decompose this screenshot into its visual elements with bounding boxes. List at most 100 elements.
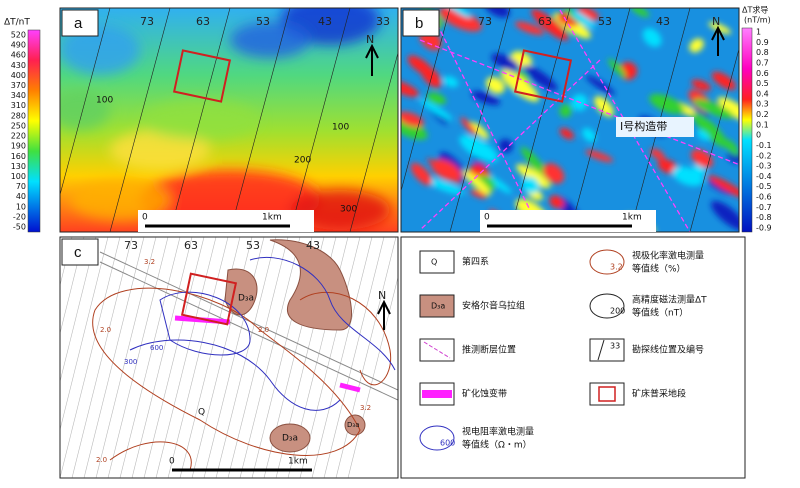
anomaly xyxy=(470,121,489,140)
anomaly xyxy=(401,80,419,97)
colorbar-tick-label: 370 xyxy=(11,81,26,90)
legend-symbol xyxy=(423,341,451,359)
frame xyxy=(59,236,399,479)
legend-symbol-text: D₃a xyxy=(431,302,445,311)
colorbar-tick-label: 190 xyxy=(11,142,26,151)
resistivity-contour xyxy=(159,291,251,356)
colorbar-unit: (nT/m) xyxy=(744,16,771,25)
colorbar-tick-label: 40 xyxy=(16,192,26,201)
colorbar-tick-label: 310 xyxy=(11,101,26,110)
survey-line-label: 63 xyxy=(184,239,198,252)
resistivity-contour xyxy=(129,256,396,411)
anomaly xyxy=(516,164,551,189)
anomaly xyxy=(290,190,390,230)
anomaly xyxy=(443,76,459,88)
colorbar-tick-label: 0.1 xyxy=(756,120,769,129)
legend-symbol-text: 600 xyxy=(440,439,455,448)
formation-outcrop xyxy=(269,239,353,331)
colorbar-tick-label: 490 xyxy=(11,41,26,50)
anomaly xyxy=(689,38,704,53)
survey-line-label: 63 xyxy=(196,15,210,28)
survey-line xyxy=(311,237,373,478)
anomaly xyxy=(531,9,569,41)
north-label: N xyxy=(712,15,720,28)
contour-label: 200 xyxy=(294,156,311,166)
colorbar-tick-label: 0.6 xyxy=(756,69,769,78)
anomaly xyxy=(60,90,110,130)
survey-line xyxy=(349,51,398,232)
colorbar-tick-label: -0.2 xyxy=(756,151,772,160)
quaternary-label: Q xyxy=(198,408,205,418)
survey-line-label: 73 xyxy=(124,239,138,252)
legend-symbol xyxy=(589,293,625,319)
colorbar-tick-label: 520 xyxy=(11,31,26,40)
formation-label: D₃a xyxy=(347,421,360,429)
anomaly xyxy=(230,22,310,58)
north-label: N xyxy=(366,33,374,46)
colorbar-tick-label: 10 xyxy=(16,202,26,211)
survey-line xyxy=(60,237,109,432)
survey-line-label: 53 xyxy=(598,15,612,28)
survey-line xyxy=(689,47,739,232)
anomaly xyxy=(470,189,488,199)
survey-line xyxy=(229,8,291,232)
colorbar-title: ΔT/nT xyxy=(4,18,30,28)
survey-line xyxy=(215,237,277,478)
survey-line xyxy=(60,8,111,196)
anomaly xyxy=(696,129,710,141)
colorbar xyxy=(27,29,41,233)
legend-text: 等值线（%） xyxy=(632,263,686,275)
colorbar-tick-label: 400 xyxy=(11,71,26,80)
colorbar-tick-label: 0 xyxy=(756,131,761,140)
survey-line xyxy=(83,237,145,478)
scale-box xyxy=(138,210,314,232)
anomaly xyxy=(462,170,492,196)
legend-text: 视极化率激电测量 xyxy=(632,250,704,262)
formation-label: D₃a xyxy=(238,294,254,304)
anomaly xyxy=(571,11,596,29)
scale-label: 1km xyxy=(262,213,282,223)
anomaly xyxy=(650,148,665,161)
survey-line xyxy=(109,8,171,232)
colorbar-tick-label: -0.5 xyxy=(756,182,772,191)
anomaly xyxy=(642,28,662,47)
north-arrow xyxy=(377,299,391,330)
anomaly xyxy=(523,65,558,91)
anomaly xyxy=(582,128,597,142)
anomaly xyxy=(559,127,574,140)
anomaly xyxy=(498,138,513,153)
anomaly xyxy=(710,200,739,231)
survey-lines xyxy=(60,8,398,232)
survey-line-label: 33 xyxy=(376,15,390,28)
colorbar-tick-label: 0.4 xyxy=(756,89,769,98)
anomaly xyxy=(577,8,600,21)
alteration-zone xyxy=(339,382,361,393)
survey-line-label: 73 xyxy=(478,15,492,28)
anomaly xyxy=(514,21,544,35)
colorbar-tick-label: 160 xyxy=(11,152,26,161)
north-arrow xyxy=(711,25,725,56)
contour-label: 600 xyxy=(150,344,163,352)
anomaly xyxy=(459,135,498,163)
anomaly xyxy=(431,159,462,182)
formation-outcrop xyxy=(269,423,311,453)
survey-line xyxy=(60,237,85,335)
colorbar-tick-label: 0.9 xyxy=(756,38,769,47)
colorbar-tick-label: 0.5 xyxy=(756,79,769,88)
colorbar-tick-label: -50 xyxy=(13,223,26,232)
survey-line xyxy=(239,237,301,478)
anomaly xyxy=(693,98,734,119)
survey-line-label: 63 xyxy=(538,15,552,28)
anomaly xyxy=(422,176,465,195)
survey-line xyxy=(323,237,385,478)
colorbar-title: ΔT求导 xyxy=(742,5,768,15)
anomaly xyxy=(419,98,453,121)
legend-frame xyxy=(400,236,746,479)
panel-label: a xyxy=(74,15,83,32)
colorbar-tick-label: 130 xyxy=(11,162,26,171)
survey-line xyxy=(449,8,511,232)
anomaly xyxy=(407,55,433,76)
anomaly xyxy=(559,104,572,118)
north-label: N xyxy=(378,289,386,302)
